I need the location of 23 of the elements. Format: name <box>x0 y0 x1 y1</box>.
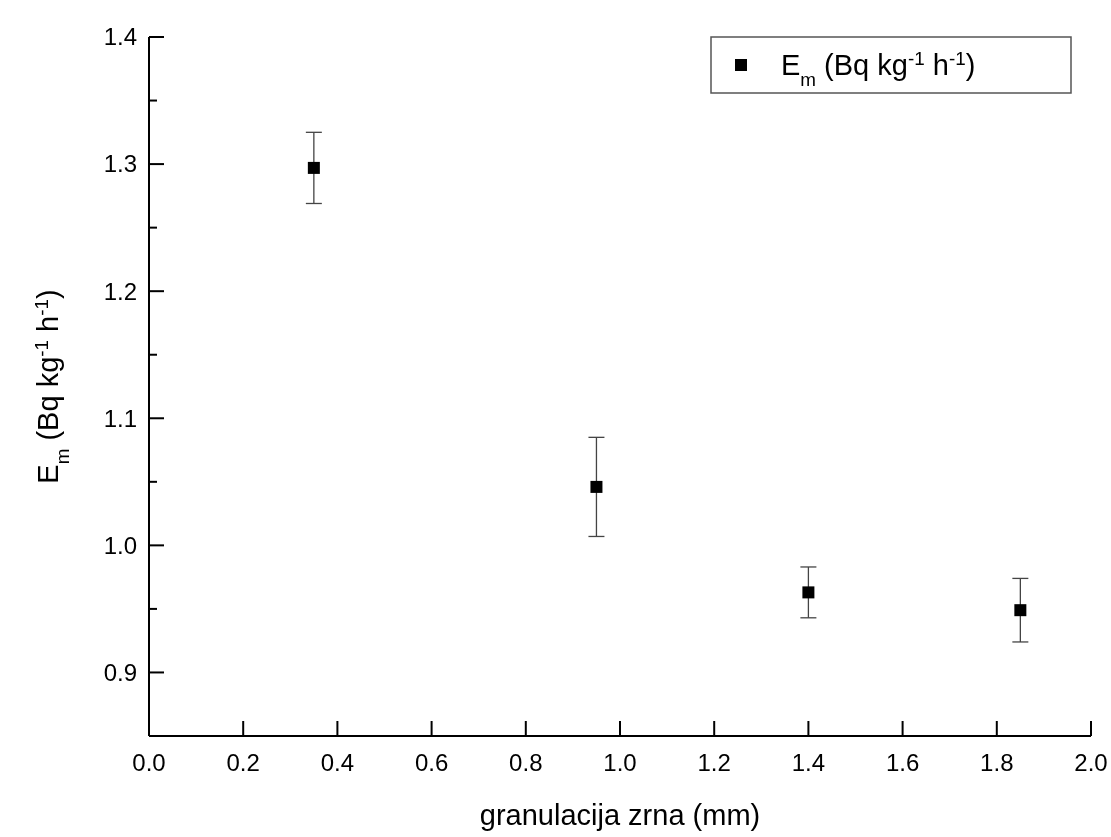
x-tick-label: 1.2 <box>697 749 731 776</box>
x-tick-label: 0.4 <box>320 749 355 776</box>
y-tick-label: 1.3 <box>103 150 137 178</box>
point <box>307 161 320 174</box>
x-tick-label: 0.6 <box>414 749 449 776</box>
point <box>590 480 603 493</box>
x-tick-label: 1.6 <box>885 749 920 776</box>
x-tick-label: 2.0 <box>1074 749 1108 776</box>
x-tick-label: 0.8 <box>509 749 543 776</box>
x-tick-label: 1.8 <box>980 749 1014 776</box>
y-tick-label: 0.9 <box>103 658 137 686</box>
y-tick-label: 1.4 <box>103 23 137 51</box>
point <box>802 586 815 599</box>
x-tick-label: 0.2 <box>226 749 260 776</box>
x-axis-title: granulacija zrna (mm) <box>479 799 761 831</box>
y-tick-label: 1.1 <box>103 404 137 432</box>
y-tick-label: 1.2 <box>103 277 137 305</box>
y-tick-label: 1.0 <box>103 531 137 559</box>
x-tick-label: 0.0 <box>132 749 166 776</box>
legend-label: E$_{m}$ (Bq kg$^{-1}$ h$^{-1}$) <box>781 47 976 90</box>
point <box>1014 604 1027 617</box>
x-tick-label: 1.4 <box>791 749 826 776</box>
x-tick-label: 1.0 <box>603 749 637 776</box>
